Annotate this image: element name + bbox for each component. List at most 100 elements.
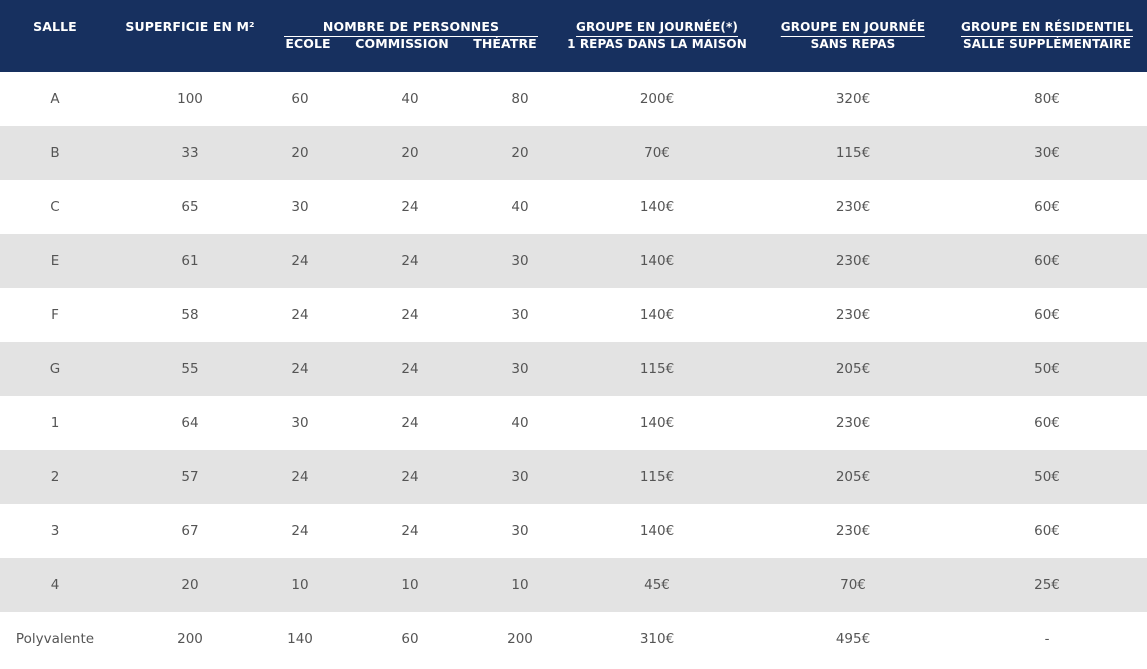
cell-groupe-journee-repas: 45€ [644, 577, 670, 593]
cell-commission: 60 [401, 631, 419, 647]
cell-salle: E [50, 253, 60, 269]
table-row: F 58 24 24 30 140€ 230€ 60€ [0, 288, 1147, 342]
cell-theatre: 30 [511, 469, 529, 485]
cell-superficie: 33 [181, 145, 199, 161]
header-groupe-residentiel-line2: SALLE SUPPLÉMENTAIRE [962, 37, 1132, 51]
header-groupe-journee-repas-line2: 1 REPAS DANS LA MAISON [567, 37, 747, 51]
cell-groupe-residentiel: 50€ [1034, 361, 1060, 377]
cell-groupe-journee-repas: 140€ [639, 523, 675, 539]
cell-groupe-residentiel: 60€ [1034, 253, 1060, 269]
cell-theatre: 20 [511, 145, 529, 161]
cell-ecole: 24 [291, 469, 309, 485]
cell-superficie: 61 [181, 253, 199, 269]
table-row: B 33 20 20 20 70€ 115€ 30€ [0, 126, 1147, 180]
cell-commission: 24 [401, 361, 419, 377]
header-salle: SALLE [33, 19, 77, 34]
cell-superficie: 20 [181, 577, 199, 593]
cell-ecole: 24 [291, 253, 309, 269]
cell-groupe-journee-repas: 140€ [639, 199, 675, 215]
cell-groupe-journee-repas: 140€ [639, 415, 675, 431]
cell-ecole: 30 [291, 199, 309, 215]
cell-salle: 2 [50, 469, 60, 485]
table-row: C 65 30 24 40 140€ 230€ 60€ [0, 180, 1147, 234]
cell-groupe-journee-repas: 70€ [644, 145, 670, 161]
cell-groupe-journee-sans: 495€ [835, 631, 871, 647]
header-groupe-residentiel-line1: GROUPE EN RÉSIDENTIEL [961, 19, 1133, 37]
table-row: A 100 60 40 80 200€ 320€ 80€ [0, 72, 1147, 126]
cell-salle: B [50, 145, 60, 161]
cell-groupe-journee-repas: 310€ [639, 631, 675, 647]
cell-salle: C [50, 199, 60, 215]
cell-ecole: 24 [291, 361, 309, 377]
cell-superficie: 200 [177, 631, 203, 647]
table-row: 2 57 24 24 30 115€ 205€ 50€ [0, 450, 1147, 504]
table-row: 4 20 10 10 10 45€ 70€ 25€ [0, 558, 1147, 612]
table-row: Polyvalente 200 140 60 200 310€ 495€ - [0, 612, 1147, 666]
cell-theatre: 40 [511, 199, 529, 215]
cell-superficie: 65 [181, 199, 199, 215]
header-groupe-journee-sans-line2: SANS REPAS [810, 37, 896, 51]
cell-theatre: 30 [511, 361, 529, 377]
cell-groupe-residentiel: 60€ [1034, 307, 1060, 323]
cell-salle: 3 [50, 523, 60, 539]
table-row: 1 64 30 24 40 140€ 230€ 60€ [0, 396, 1147, 450]
cell-groupe-journee-sans: 70€ [840, 577, 866, 593]
cell-ecole: 140 [287, 631, 313, 647]
cell-superficie: 55 [181, 361, 199, 377]
cell-groupe-residentiel: 30€ [1034, 145, 1060, 161]
cell-groupe-journee-repas: 115€ [639, 361, 675, 377]
cell-groupe-journee-repas: 140€ [639, 307, 675, 323]
cell-ecole: 24 [291, 307, 309, 323]
header-commission: COMMISSION [355, 36, 449, 51]
cell-ecole: 20 [291, 145, 309, 161]
cell-groupe-journee-sans: 115€ [835, 145, 871, 161]
cell-groupe-journee-sans: 230€ [835, 523, 871, 539]
cell-groupe-residentiel: 80€ [1034, 91, 1060, 107]
cell-salle: F [51, 307, 59, 323]
cell-theatre: 80 [511, 91, 529, 107]
cell-commission: 24 [401, 523, 419, 539]
cell-superficie: 57 [181, 469, 199, 485]
cell-commission: 24 [401, 199, 419, 215]
cell-ecole: 30 [291, 415, 309, 431]
header-groupe-journee-repas-line1: GROUPE EN JOURNÉE(*) [576, 19, 738, 37]
cell-theatre: 30 [511, 307, 529, 323]
cell-groupe-journee-sans: 230€ [835, 253, 871, 269]
cell-commission: 10 [401, 577, 419, 593]
cell-groupe-journee-sans: 320€ [835, 91, 871, 107]
cell-superficie: 67 [181, 523, 199, 539]
cell-ecole: 10 [291, 577, 309, 593]
cell-groupe-residentiel: 60€ [1034, 523, 1060, 539]
cell-commission: 20 [401, 145, 419, 161]
header-theatre: THÉATRE [473, 36, 537, 51]
cell-commission: 40 [401, 91, 419, 107]
cell-salle: 4 [50, 577, 60, 593]
cell-groupe-journee-repas: 115€ [639, 469, 675, 485]
cell-ecole: 24 [291, 523, 309, 539]
cell-groupe-residentiel: 50€ [1034, 469, 1060, 485]
cell-groupe-residentiel: - [1044, 631, 1050, 647]
cell-theatre: 200 [507, 631, 533, 647]
table-row: E 61 24 24 30 140€ 230€ 60€ [0, 234, 1147, 288]
cell-groupe-journee-sans: 205€ [835, 361, 871, 377]
cell-ecole: 60 [291, 91, 309, 107]
cell-theatre: 40 [511, 415, 529, 431]
table-row: G 55 24 24 30 115€ 205€ 50€ [0, 342, 1147, 396]
table-row: 3 67 24 24 30 140€ 230€ 60€ [0, 504, 1147, 558]
cell-groupe-residentiel: 25€ [1034, 577, 1060, 593]
cell-salle: G [49, 361, 61, 377]
cell-superficie: 100 [177, 91, 203, 107]
cell-salle: 1 [50, 415, 60, 431]
cell-groupe-residentiel: 60€ [1034, 415, 1060, 431]
cell-theatre: 10 [511, 577, 529, 593]
cell-groupe-residentiel: 60€ [1034, 199, 1060, 215]
table-header: SALLE SUPERFICIE EN M² NOMBRE DE PERSONN… [0, 0, 1147, 72]
cell-superficie: 58 [181, 307, 199, 323]
header-groupe-journee-sans-line1: GROUPE EN JOURNÉE [780, 19, 926, 37]
cell-commission: 24 [401, 307, 419, 323]
cell-salle: Polyvalente [15, 631, 95, 647]
cell-commission: 24 [401, 253, 419, 269]
cell-groupe-journee-sans: 230€ [835, 415, 871, 431]
header-nombre-personnes: NOMBRE DE PERSONNES [284, 19, 538, 37]
